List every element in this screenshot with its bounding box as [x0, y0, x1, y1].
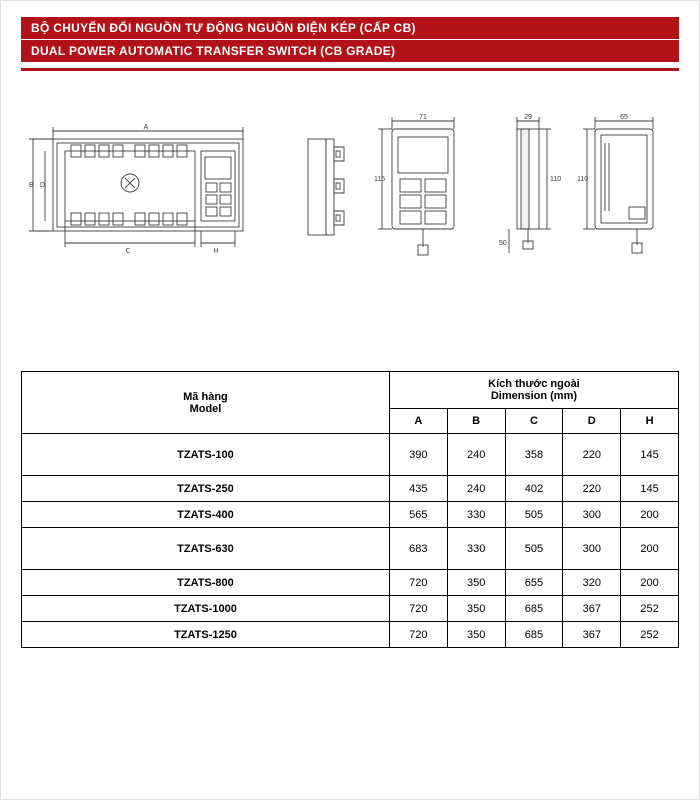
- cell-B: 240: [447, 434, 505, 476]
- svg-text:29: 29: [524, 114, 532, 121]
- cell-A: 720: [389, 570, 447, 596]
- table-row: TZATS-250435240402220145: [22, 476, 679, 502]
- col-C: C: [505, 409, 563, 434]
- cell-model: TZATS-100: [22, 434, 390, 476]
- cell-C: 505: [505, 528, 563, 570]
- cell-H: 252: [621, 622, 679, 648]
- cell-model: TZATS-1250: [22, 622, 390, 648]
- diagram-controller-back: 65 110: [575, 111, 675, 261]
- cell-C: 358: [505, 434, 563, 476]
- table-row: TZATS-800720350655320200: [22, 570, 679, 596]
- cell-H: 200: [621, 502, 679, 528]
- svg-text:H: H: [213, 248, 218, 255]
- svg-text:C: C: [125, 248, 130, 255]
- cell-A: 565: [389, 502, 447, 528]
- cell-H: 145: [621, 434, 679, 476]
- svg-text:A: A: [144, 124, 149, 131]
- cell-B: 350: [447, 622, 505, 648]
- table-row: TZATS-1250720350685367252: [22, 622, 679, 648]
- cell-model: TZATS-800: [22, 570, 390, 596]
- cell-H: 252: [621, 596, 679, 622]
- cell-C: 402: [505, 476, 563, 502]
- dimension-table: Mã hàng Model Kích thước ngoài Dimension…: [21, 371, 679, 648]
- col-H: H: [621, 409, 679, 434]
- cell-B: 330: [447, 502, 505, 528]
- cell-B: 350: [447, 596, 505, 622]
- cell-D: 320: [563, 570, 621, 596]
- cell-model: TZATS-400: [22, 502, 390, 528]
- cell-C: 505: [505, 502, 563, 528]
- cell-H: 200: [621, 570, 679, 596]
- cell-model: TZATS-630: [22, 528, 390, 570]
- diagram-side-clips: [294, 121, 354, 261]
- cell-A: 683: [389, 528, 447, 570]
- cell-C: 655: [505, 570, 563, 596]
- cell-H: 200: [621, 528, 679, 570]
- cell-B: 350: [447, 570, 505, 596]
- col-model: Mã hàng Model: [22, 372, 390, 434]
- cell-D: 300: [563, 528, 621, 570]
- cell-H: 145: [621, 476, 679, 502]
- cell-B: 240: [447, 476, 505, 502]
- diagram-controller-front: 71 115: [368, 111, 478, 261]
- diagram-front: A C H B D: [25, 121, 280, 261]
- table-row: TZATS-400565330505300200: [22, 502, 679, 528]
- svg-text:50: 50: [499, 240, 507, 247]
- table-row: TZATS-100390240358220145: [22, 434, 679, 476]
- col-D: D: [563, 409, 621, 434]
- cell-D: 300: [563, 502, 621, 528]
- cell-A: 390: [389, 434, 447, 476]
- title-en: DUAL POWER AUTOMATIC TRANSFER SWITCH (CB…: [21, 40, 679, 62]
- cell-D: 367: [563, 596, 621, 622]
- svg-text:B: B: [29, 182, 34, 189]
- diagram-controller-side: 29 110 50: [491, 111, 561, 261]
- svg-text:65: 65: [620, 114, 628, 121]
- cell-D: 367: [563, 622, 621, 648]
- cell-model: TZATS-1000: [22, 596, 390, 622]
- col-dimensions: Kích thước ngoài Dimension (mm): [389, 372, 678, 409]
- svg-text:110: 110: [550, 176, 561, 183]
- cell-C: 685: [505, 596, 563, 622]
- svg-text:D: D: [40, 182, 45, 189]
- cell-A: 435: [389, 476, 447, 502]
- dimension-diagrams: A C H B D: [21, 111, 679, 261]
- cell-A: 720: [389, 596, 447, 622]
- svg-text:115: 115: [374, 176, 385, 183]
- title-vi: BỘ CHUYỂN ĐỔI NGUỒN TỰ ĐỘNG NGUỒN ĐIỆN K…: [21, 17, 679, 39]
- cell-D: 220: [563, 476, 621, 502]
- cell-model: TZATS-250: [22, 476, 390, 502]
- table-row: TZATS-630683330505300200: [22, 528, 679, 570]
- col-B: B: [447, 409, 505, 434]
- svg-text:110: 110: [577, 176, 588, 183]
- col-A: A: [389, 409, 447, 434]
- cell-C: 685: [505, 622, 563, 648]
- cell-B: 330: [447, 528, 505, 570]
- cell-A: 720: [389, 622, 447, 648]
- title-underline: [21, 68, 679, 71]
- svg-text:71: 71: [419, 114, 427, 121]
- cell-D: 220: [563, 434, 621, 476]
- table-row: TZATS-1000720350685367252: [22, 596, 679, 622]
